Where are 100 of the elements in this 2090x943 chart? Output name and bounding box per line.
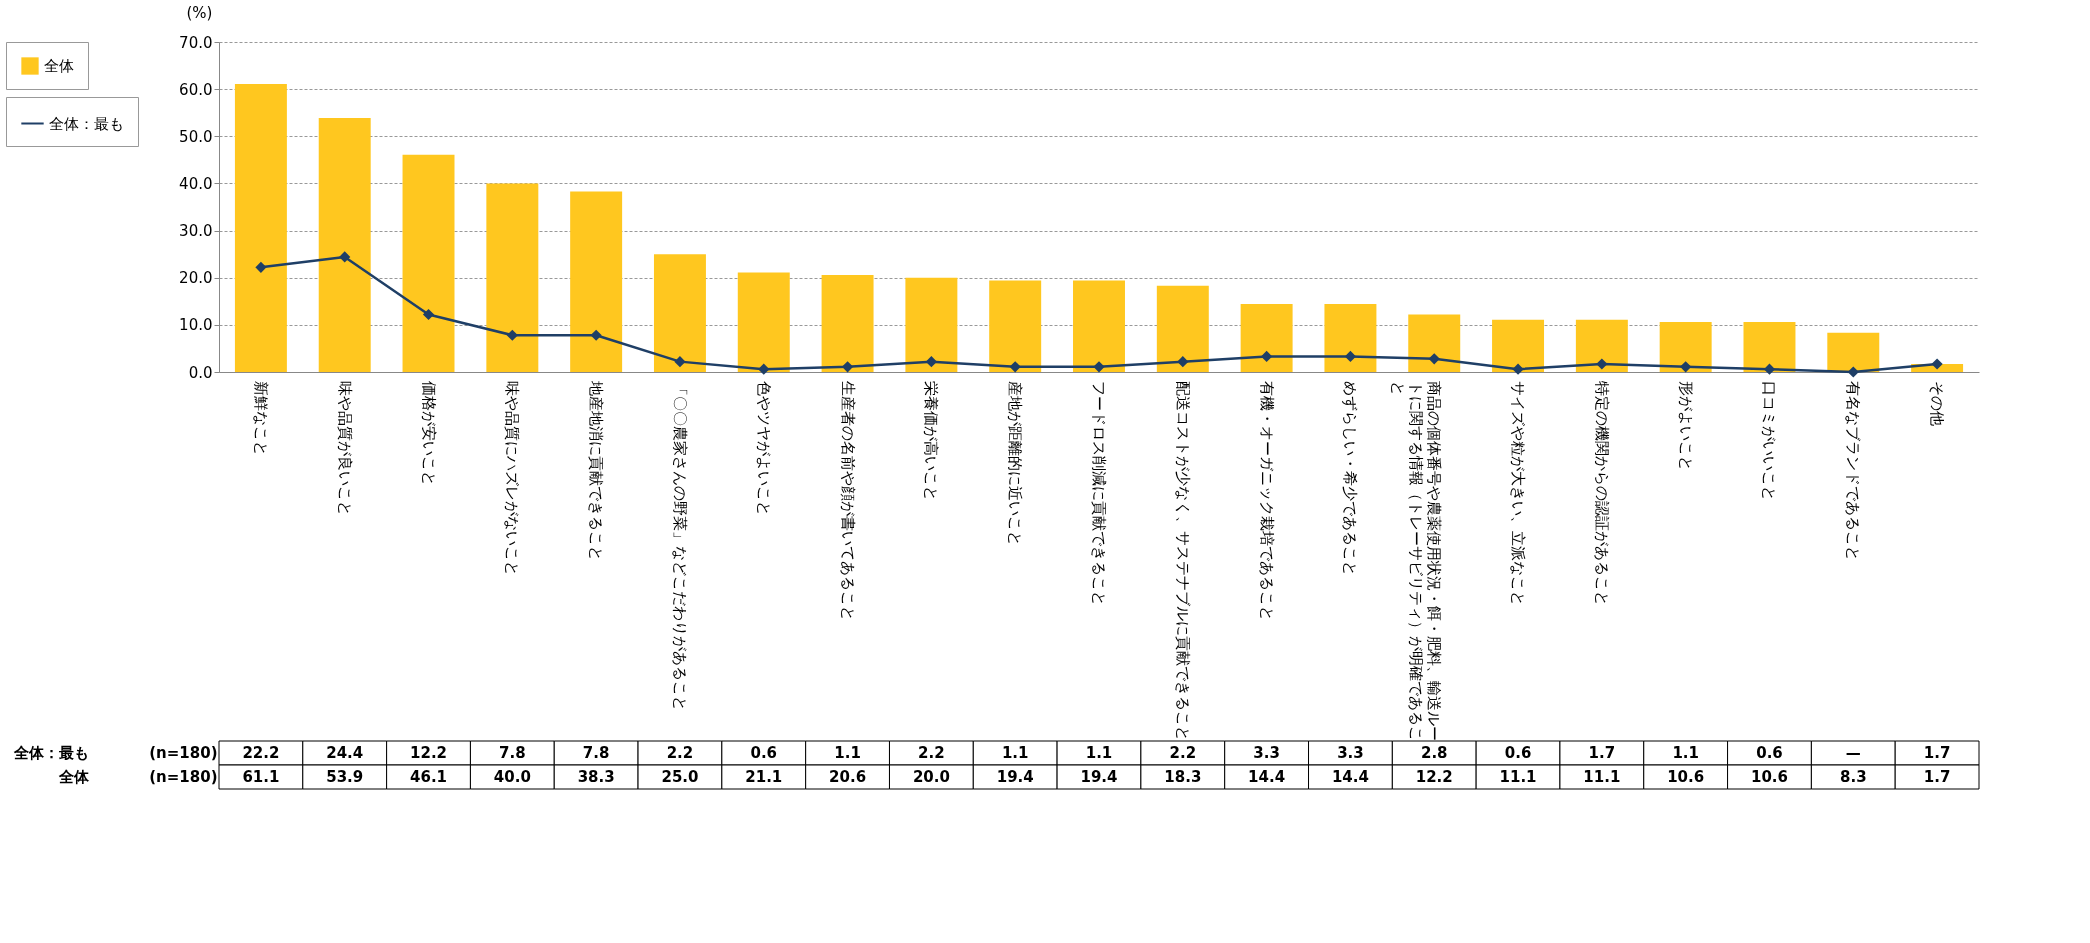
- point: [1345, 351, 1356, 362]
- point: [1512, 363, 1524, 375]
- bar: [653, 254, 706, 372]
- data-label: 11.1: [1499, 768, 1537, 786]
- point: [1093, 361, 1105, 372]
- x-tick-label: 配送コストが少なく、サステナブルに貢献できること: [1173, 380, 1192, 741]
- x-tick-label: 生産者の名前や顔が書いてあること: [838, 380, 857, 621]
- bar: [737, 272, 790, 372]
- point: [674, 356, 686, 367]
- text: 全体：最も (n=180): [14, 744, 218, 762]
- data-label: 1.7: [1923, 744, 1951, 762]
- data-label: 0.6: [1756, 744, 1783, 762]
- data-label: 2.2: [918, 744, 945, 762]
- x-tick-label: 栄養価が高いこと: [922, 380, 941, 501]
- bar: [1156, 285, 1209, 372]
- x-tick-label: 形がよいこと: [1676, 380, 1695, 471]
- data-label: 18.3: [1164, 768, 1202, 786]
- bar: [1073, 280, 1125, 372]
- data-label: 12.2: [1415, 768, 1453, 786]
- data-label: 20.0: [912, 768, 950, 786]
- y-axis-title: (%): [186, 3, 213, 22]
- bar: [1240, 304, 1293, 372]
- y-tick-label: 40.0: [179, 174, 213, 193]
- bar: [1575, 319, 1628, 372]
- bar: [486, 183, 539, 372]
- y-tick-label: 10.0: [179, 316, 213, 335]
- data-label: 20.6: [829, 768, 867, 786]
- data-label: 7.8: [582, 744, 610, 762]
- x-tick-label: 産地が距離的に近いこと: [1006, 380, 1025, 546]
- point: [1848, 366, 1859, 378]
- x-tick-label: 味や品質が良いこと: [335, 380, 354, 516]
- legend-label: 全体: [44, 57, 74, 75]
- x-tick-label: 地産地消に貢献できること: [587, 379, 606, 561]
- data-label: 2.2: [666, 744, 694, 762]
- x-tick-label: 味や品質にハズレがないこと: [503, 380, 522, 576]
- data-label: 24.4: [326, 744, 364, 762]
- data-label: 1.1: [1672, 744, 1699, 762]
- x-tick-label: 「〇〇農家さんの野菜」などこだわりがあること: [670, 380, 689, 711]
- bar: [989, 280, 1042, 372]
- x-tick-label: その他: [1928, 380, 1947, 426]
- bar: [570, 191, 623, 372]
- x-tick-label: 価格が安いこと: [419, 380, 438, 486]
- bar: [905, 277, 958, 372]
- data-label: 0.6: [750, 744, 778, 762]
- data-label: 0.6: [1504, 744, 1532, 762]
- data-label: 21.1: [745, 768, 783, 786]
- data-label: 1.7: [1588, 744, 1616, 762]
- x-tick-label: 色やツヤがよいこと: [754, 380, 773, 516]
- y-tick-label: 30.0: [179, 222, 213, 241]
- data-label: 53.9: [326, 768, 364, 786]
- y-tick-label: 70.0: [179, 33, 213, 52]
- data-label: 3.3: [1337, 744, 1364, 762]
- data-label: 25.0: [661, 768, 699, 786]
- data-label: —: [1845, 744, 1861, 762]
- point: [339, 251, 350, 263]
- point: [1931, 358, 1943, 370]
- x-tick-label: 有機・オーガニック栽培であること: [1257, 380, 1276, 621]
- data-label: 3.3: [1253, 744, 1280, 762]
- bar: [318, 117, 371, 372]
- bar: [234, 83, 287, 372]
- point: [423, 309, 434, 320]
- x-tick-label: 新鮮なこと: [251, 380, 270, 456]
- bar: [1743, 322, 1796, 372]
- data-label: 7.8: [499, 744, 526, 762]
- data-label: 14.4: [1331, 768, 1369, 786]
- y-tick-label: 50.0: [179, 127, 213, 146]
- x-tick-label: 口コミがいいこと: [1760, 380, 1779, 501]
- data-label: 1.1: [1085, 744, 1113, 762]
- bar: [1492, 319, 1545, 372]
- y-tick-label: 0.0: [188, 363, 213, 382]
- x-tick-label: サイズや粒が大きい、立派なこと: [1509, 380, 1528, 606]
- bar: [1408, 314, 1461, 372]
- data-label: 46.1: [410, 768, 448, 786]
- data-label: 11.1: [1583, 768, 1621, 786]
- point: [1261, 351, 1272, 362]
- data-label: 1.1: [834, 744, 861, 762]
- data-label: 10.6: [1667, 768, 1705, 786]
- point: [1596, 358, 1608, 370]
- point: [255, 262, 267, 273]
- bar: [1827, 332, 1880, 372]
- data-label: 22.2: [242, 744, 280, 762]
- y-tick-label: 60.0: [179, 80, 213, 99]
- point: [1429, 353, 1440, 364]
- data-label: 19.4: [996, 768, 1034, 786]
- data-label: 61.1: [242, 768, 280, 786]
- point: [590, 330, 602, 341]
- point: [926, 356, 937, 367]
- x-tick-label: めずらしい・希少であること: [1341, 380, 1360, 576]
- point: [1764, 363, 1775, 375]
- x-tick-label: 有名なブランドであること: [1844, 380, 1863, 561]
- x-tick-label: 特定の機関からの認証があること: [1592, 380, 1611, 606]
- data-label: 10.6: [1750, 768, 1788, 786]
- x-tick-label: 商品の個体番号や農薬使用状況・餌・肥料、輸送ルートに関する情報（トレーサビリティ）が明確であること: [1389, 380, 1444, 741]
- text: 全体 (n=180): [59, 768, 218, 786]
- point: [758, 363, 769, 375]
- point: [1010, 361, 1021, 372]
- point: [1177, 356, 1188, 367]
- y-tick-label: 20.0: [179, 269, 213, 288]
- data-label: 14.4: [1248, 768, 1286, 786]
- data-label: 38.3: [577, 768, 615, 786]
